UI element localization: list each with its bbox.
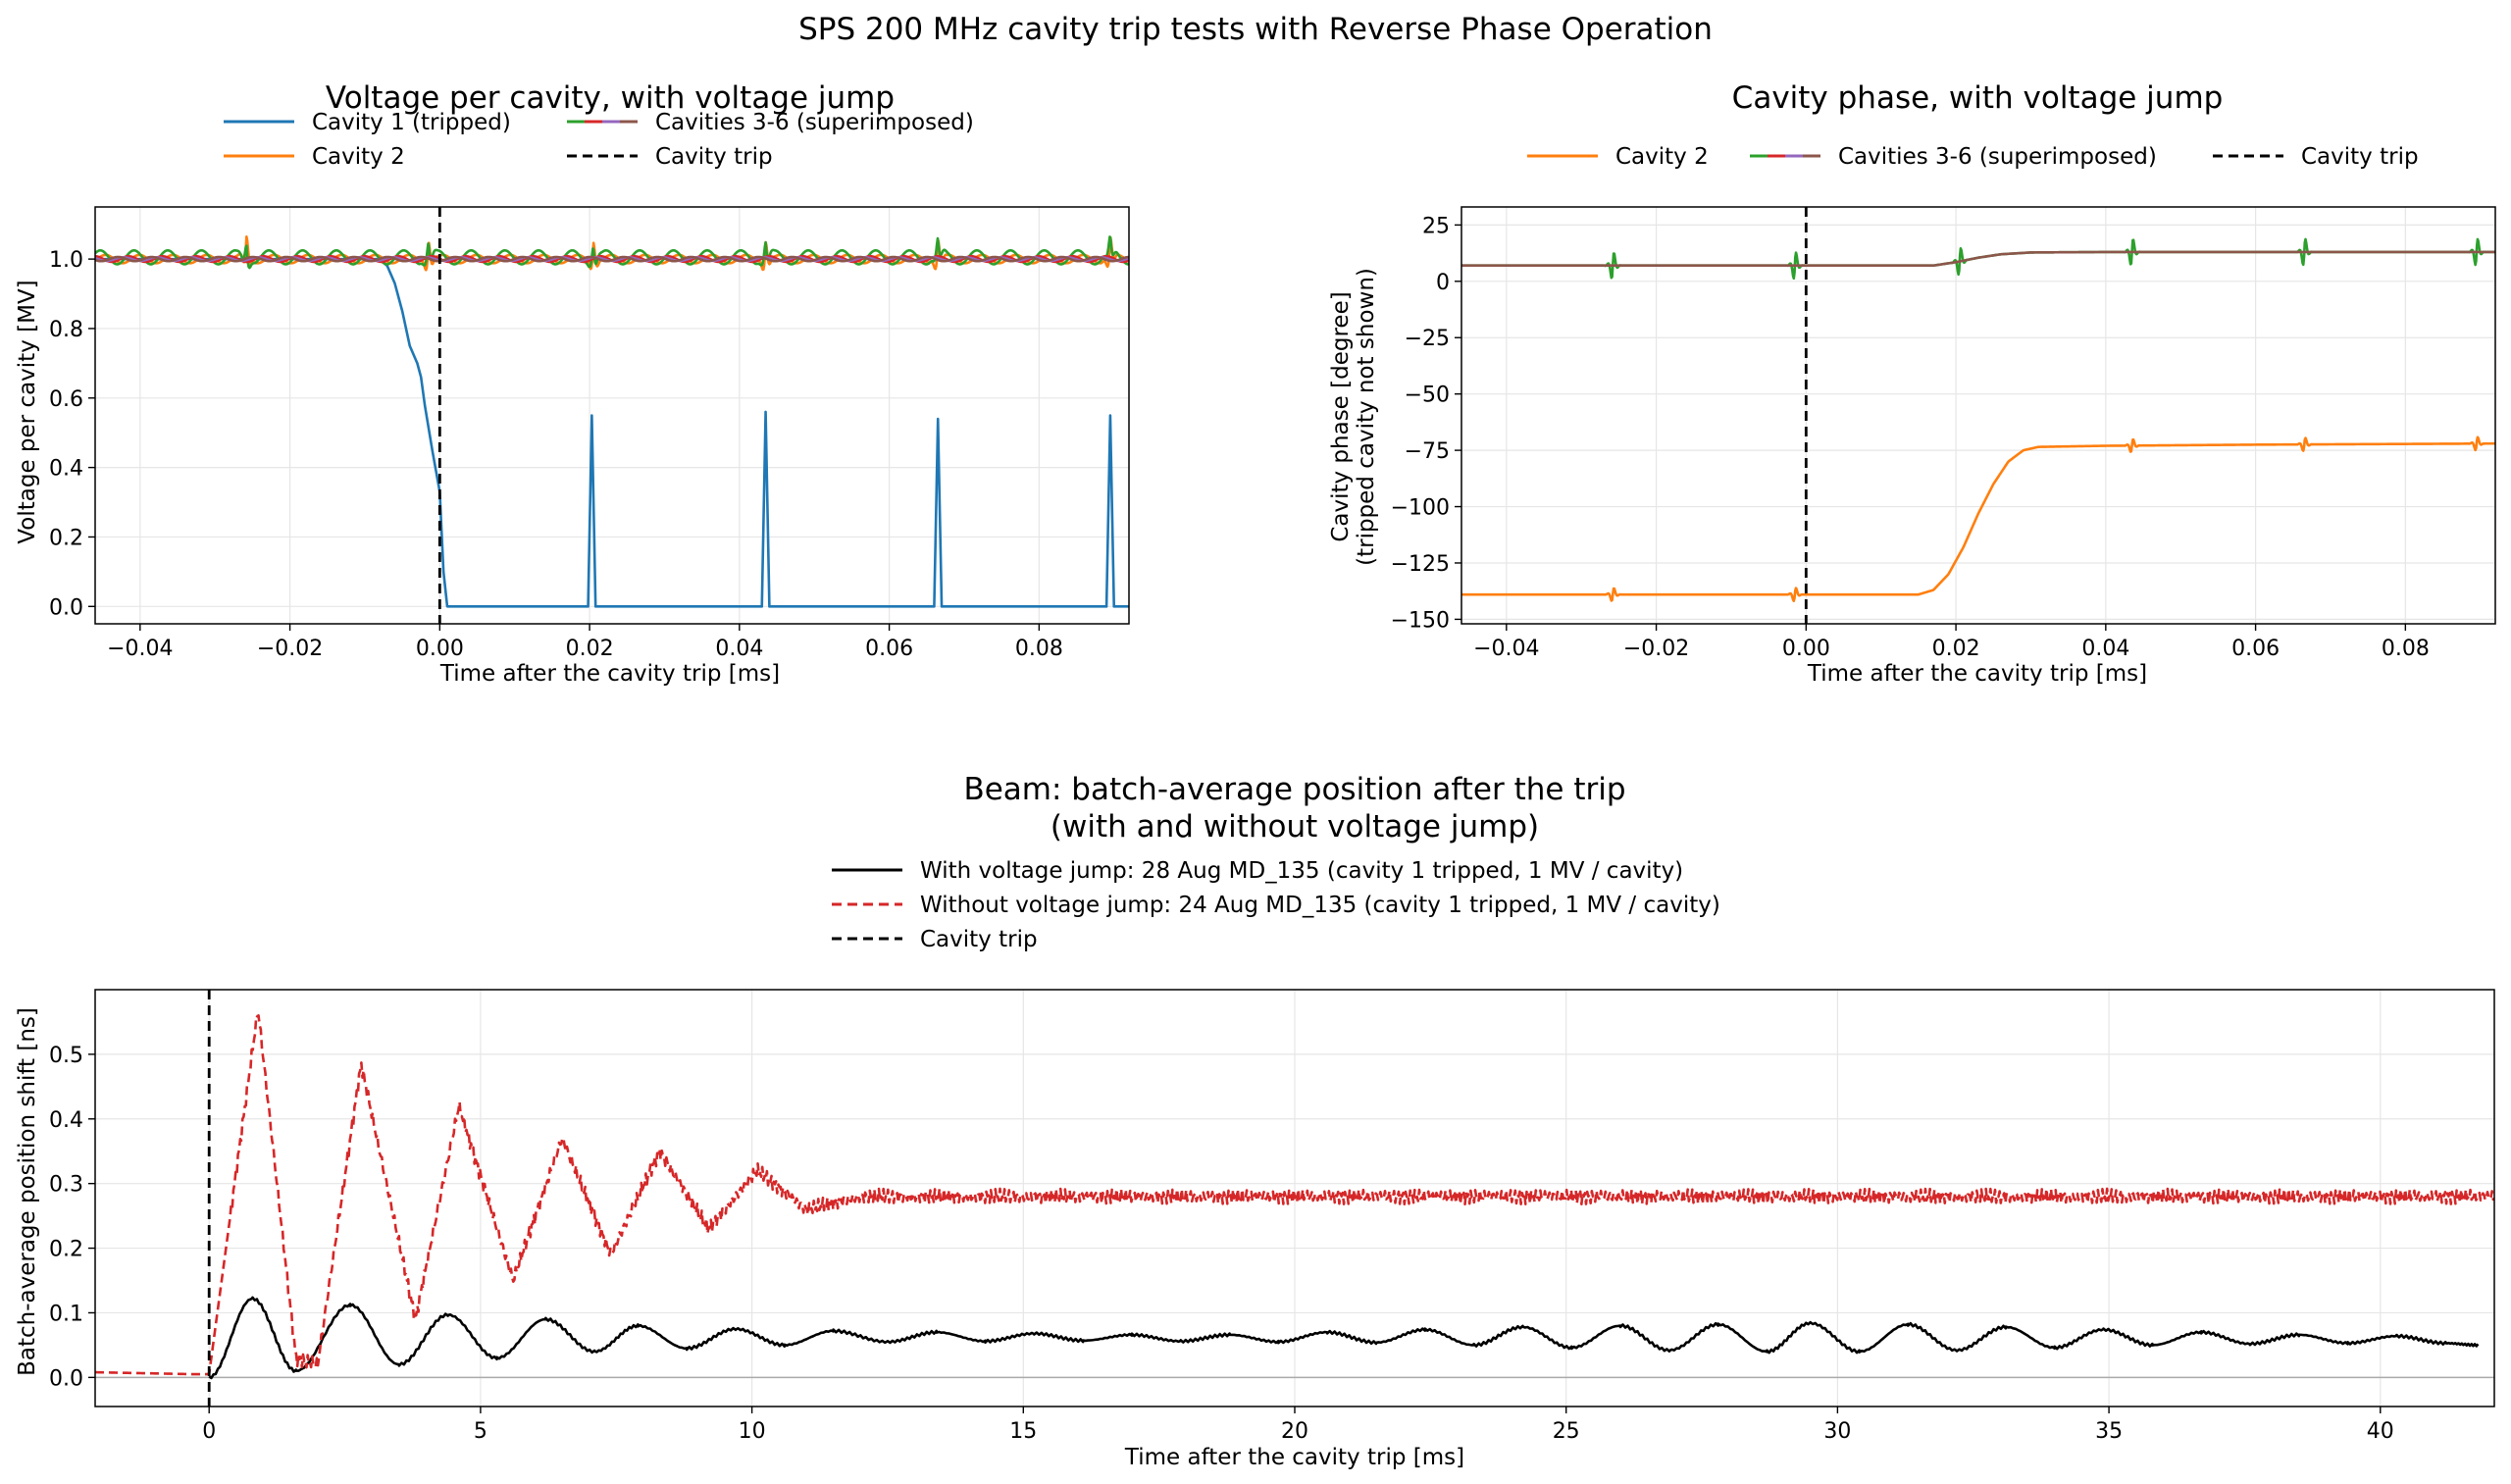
legend: Cavity 1 (tripped) Cavity 2 Cavities 3-6 (… bbox=[224, 110, 974, 170]
x-tick-label: 20 bbox=[1281, 1419, 1308, 1444]
legend: Cavity 2 Cavities 3-6 (superimposed) Cavit… bbox=[1527, 144, 2419, 170]
chart-cavity-phase: Cavity phase, with voltage jump Cavity 2… bbox=[1328, 80, 2496, 687]
x-tick-label: 0.08 bbox=[1015, 637, 1063, 661]
series-line bbox=[208, 1296, 2480, 1380]
x-tick-label: 25 bbox=[1553, 1419, 1580, 1444]
legend-item: Cavity 1 (tripped) bbox=[224, 110, 511, 135]
x-tick-label: 0 bbox=[202, 1419, 216, 1444]
x-tick-label: 0.00 bbox=[416, 637, 464, 661]
y-tick-label: 0 bbox=[1436, 271, 1450, 295]
y-tick-label: 0.1 bbox=[49, 1302, 83, 1326]
y-axis-label: Voltage per cavity [MV] bbox=[15, 280, 40, 543]
legend-label: Cavity 2 bbox=[312, 144, 405, 170]
series-group bbox=[95, 1014, 2494, 1380]
y-tick-label: 0.6 bbox=[49, 387, 83, 412]
legend-item: Cavities 3-6 (superimposed) bbox=[567, 110, 974, 135]
figure-title: SPS 200 MHz cavity trip tests with Rever… bbox=[798, 12, 1713, 47]
chart-beam-position: Beam: batch-average position after the t… bbox=[15, 772, 2495, 1470]
legend: With voltage jump: 28 Aug MD_135 (cavity… bbox=[832, 858, 1720, 952]
x-axis-label: Time after the cavity trip [ms] bbox=[1124, 1445, 1464, 1470]
y-tick-label: 0.4 bbox=[49, 1108, 83, 1133]
series-line bbox=[95, 255, 1129, 263]
x-tick-label: −0.02 bbox=[1623, 637, 1689, 661]
legend-label: Cavity trip bbox=[920, 927, 1038, 952]
y-tick-label: −50 bbox=[1405, 384, 1450, 408]
y-tick-label: −100 bbox=[1391, 496, 1450, 521]
x-tick-label: 0.06 bbox=[2231, 637, 2280, 661]
y-tick-label: 0.5 bbox=[49, 1044, 83, 1068]
chart-voltage-per-cavity: Voltage per cavity, with voltage jump Ca… bbox=[15, 80, 1130, 687]
chart-subtitle: (with and without voltage jump) bbox=[1051, 809, 1539, 844]
x-tick-label: 35 bbox=[2095, 1419, 2123, 1444]
y-tick-label: 0.0 bbox=[49, 1366, 83, 1391]
y-tick-label: 1.0 bbox=[49, 248, 83, 273]
y-tick-label: 25 bbox=[1422, 214, 1450, 238]
legend-label: Cavities 3-6 (superimposed) bbox=[655, 110, 974, 135]
x-tick-label: 0.02 bbox=[1932, 637, 1980, 661]
chart-title: Beam: batch-average position after the t… bbox=[963, 772, 1625, 807]
legend-item: Cavity trip bbox=[832, 927, 1038, 952]
legend-label: Cavity 2 bbox=[1615, 144, 1709, 170]
y-tick-label: 0.3 bbox=[49, 1173, 83, 1198]
series-line bbox=[95, 257, 1129, 608]
chart-title: Voltage per cavity, with voltage jump bbox=[326, 80, 895, 116]
legend-item: Cavity trip bbox=[567, 144, 773, 170]
x-tick-label: 0.04 bbox=[715, 637, 763, 661]
x-tick-label: −0.02 bbox=[257, 637, 323, 661]
x-axis-label: Time after the cavity trip [ms] bbox=[439, 661, 780, 687]
x-tick-label: −0.04 bbox=[1473, 637, 1539, 661]
legend-label: Cavities 3-6 (superimposed) bbox=[1838, 144, 2157, 170]
series-line bbox=[1461, 435, 2495, 602]
legend-item: Cavity trip bbox=[2213, 144, 2419, 170]
x-tick-label: 30 bbox=[1823, 1419, 1851, 1444]
y-tick-label: 0.8 bbox=[49, 318, 83, 342]
plot-area: 0 5 10 15 20 25 30 35 40 0.0 0.1 0.2 0.3 0.4 0.5 bbox=[49, 989, 2495, 1444]
x-tick-label: 15 bbox=[1009, 1419, 1037, 1444]
y-tick-label: 0.4 bbox=[49, 457, 83, 482]
x-tick-label: 0.08 bbox=[2382, 637, 2430, 661]
series-group bbox=[1461, 237, 2495, 602]
legend-item: With voltage jump: 28 Aug MD_135 (cavity… bbox=[832, 858, 1683, 884]
y-axis-label-note: (tripped cavity not shown) bbox=[1354, 268, 1379, 566]
legend-item: Without voltage jump: 24 Aug MD_135 (cav… bbox=[832, 893, 1720, 918]
y-tick-label: 0.0 bbox=[49, 595, 83, 620]
series-line bbox=[95, 235, 1129, 270]
y-axis-label: Batch-average position shift [ns] bbox=[15, 1007, 40, 1376]
x-axis-label: Time after the cavity trip [ms] bbox=[1807, 661, 2147, 687]
plot-area: −0.04 −0.02 0.00 0.02 0.04 0.06 0.08 0.0 0.2 0.4 0… bbox=[49, 206, 1130, 661]
legend-label: Cavity trip bbox=[655, 144, 773, 170]
x-tick-label: 0.04 bbox=[2081, 637, 2129, 661]
y-tick-label: −150 bbox=[1391, 608, 1450, 633]
x-tick-label: 0.02 bbox=[566, 637, 614, 661]
y-tick-label: 0.2 bbox=[49, 1238, 83, 1262]
plot-area: −0.04 −0.02 0.00 0.02 0.04 0.06 0.08 25 0 −25 −50 −… bbox=[1391, 206, 2496, 661]
x-tick-label: 40 bbox=[2367, 1419, 2394, 1444]
legend-item: Cavity 2 bbox=[1527, 144, 1709, 170]
legend-label: Without voltage jump: 24 Aug MD_135 (cav… bbox=[920, 893, 1720, 918]
y-tick-label: 0.2 bbox=[49, 526, 83, 550]
legend-label: Cavity trip bbox=[2301, 144, 2419, 170]
x-tick-label: 0.00 bbox=[1782, 637, 1830, 661]
legend-item: Cavities 3-6 (superimposed) bbox=[1750, 144, 2157, 170]
y-axis-label: Cavity phase [degree] bbox=[1328, 291, 1354, 541]
x-tick-label: −0.04 bbox=[107, 637, 173, 661]
y-tick-label: −75 bbox=[1405, 439, 1450, 464]
x-tick-label: 0.06 bbox=[865, 637, 913, 661]
legend-label: With voltage jump: 28 Aug MD_135 (cavity… bbox=[920, 858, 1683, 884]
legend-label: Cavity 1 (tripped) bbox=[312, 110, 511, 135]
series-group bbox=[95, 235, 1129, 608]
y-tick-label: −125 bbox=[1391, 552, 1450, 577]
x-tick-label: 5 bbox=[474, 1419, 487, 1444]
x-tick-label: 10 bbox=[739, 1419, 766, 1444]
series-line bbox=[1461, 250, 2495, 268]
chart-title: Cavity phase, with voltage jump bbox=[1732, 80, 2224, 116]
legend-item: Cavity 2 bbox=[224, 144, 405, 170]
axes-frame bbox=[1460, 206, 2496, 625]
axes-frame bbox=[94, 206, 1130, 625]
y-tick-label: −25 bbox=[1405, 327, 1450, 351]
series-line bbox=[95, 1014, 2494, 1376]
